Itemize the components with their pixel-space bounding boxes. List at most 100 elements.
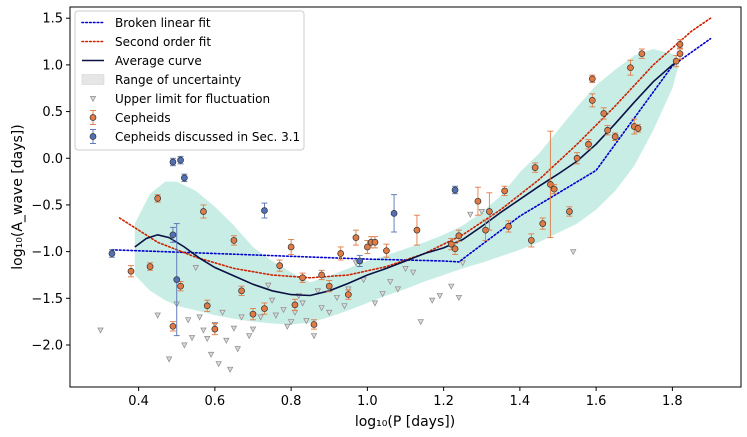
upper-limit-marker [200,327,207,334]
cepheid-sec31-point-marker [390,209,398,217]
cepheid-point [611,132,619,141]
average-curve-line [134,59,681,297]
upper-limit-marker [299,300,306,307]
x-tick-label: 0.6 [205,394,226,409]
x-tick-label: 0.4 [128,394,149,409]
x-axis: 0.4 0.6 0.8 1.0 1.2 1.4 1.6 1.8 [128,387,683,409]
cepheid-point [127,265,135,278]
cepheid-point-marker [318,271,325,279]
cepheid-point [573,152,581,165]
upper-limit-marker [196,314,203,321]
x-tick-label: 0.8 [281,394,302,409]
cepheid-point-marker [588,97,596,104]
upper-limit-marker [226,366,234,373]
cepheid-point [638,48,646,59]
y-tick-label: 1.0 [42,58,63,73]
cepheid-sec31-point [451,185,459,195]
cepheid-point-marker [154,195,162,202]
y-tick-label: −0.5 [31,198,63,213]
cepheid-point [291,298,299,311]
legend-swatch [89,96,97,103]
cepheid-sec31-point [169,226,177,243]
cepheid-point-marker [455,232,463,240]
cepheid-point-marker [604,126,611,134]
cepheid-point [276,259,284,272]
cepheid-point [310,319,318,330]
cepheid-point [588,93,596,108]
cepheid-point [588,74,596,84]
cepheid-point-marker [486,208,493,215]
upper-limit-marker [429,297,436,304]
x-tick-label: 1.0 [357,394,378,409]
upper-limit-marker [238,314,245,321]
cepheid-point [486,192,493,231]
y-tick-label: −1.5 [31,292,63,307]
cepheid-point-marker [447,240,455,248]
y-tick-label: 0.5 [42,105,63,120]
cepheid-point-marker [600,110,608,117]
upper-limit-marker [303,318,310,325]
upper-limit-marker [204,336,211,343]
cepheid-point [337,246,345,261]
cepheid-point-marker [634,125,642,132]
y-tick-label: 0.0 [42,152,63,167]
cepheid-sec31-point-marker [173,276,181,283]
upper-limit-marker [341,303,348,310]
cepheid-point-marker [505,223,512,230]
upper-limit-marker [318,305,325,312]
cepheid-point-marker [344,291,352,298]
legend-label: Range of uncertainty [115,73,241,87]
cepheid-point [200,204,207,219]
upper-limit-marker [246,333,253,340]
cepheid-point [627,59,634,76]
cepheid-point-marker [413,226,421,234]
x-tick-label: 1.2 [433,394,454,409]
y-axis: −2.0 −1.5 −1.0 −0.5 0.0 0.5 1.0 1.5 [31,12,70,353]
y-axis-label: log₁₀(A_wave [days]) [10,124,26,269]
legend-label: Average curve [115,54,202,68]
cepheid-point [501,185,508,197]
cepheid-point [455,229,463,242]
upper-limit-marker [417,319,424,326]
cepheid-point-marker [371,238,379,246]
x-axis-label: log₁₀(P [days]) [355,414,455,430]
upper-limit-marker [448,283,455,290]
cepheid-point [550,183,558,195]
cepheid-point [474,186,482,216]
cepheid-point [203,299,211,312]
cepheid-point [318,269,325,281]
x-tick-label: 1.4 [510,394,531,409]
cepheid-point-marker [177,282,184,290]
upper-limit-marker [249,326,257,333]
legend-swatch [89,133,97,140]
upper-limit-marker [310,333,318,340]
cepheid-point-marker [325,282,333,290]
legend: Broken linear fit Second order fit Average… [74,10,305,151]
cepheid-point-marker [627,64,634,72]
cepheid-point-marker [611,133,619,141]
cepheid-sec31-point-marker [356,257,364,265]
upper-limit-marker [188,335,196,342]
cepheid-point [230,235,238,246]
cepheid-point-marker [550,185,558,193]
upper-limit-marker [478,209,485,216]
cepheid-point [676,47,684,60]
upper-limit-marker [284,323,291,330]
upper-limit-marker [165,356,173,363]
upper-limit-marker [223,337,230,344]
cepheid-point [413,214,421,246]
cepheid-sec31-point [108,249,116,258]
cepheid-point [352,229,360,246]
cepheid-points-layer [108,39,684,337]
cepheid-point [261,302,268,315]
cepheid-point [211,323,219,336]
cepheid-point-marker [352,234,360,241]
cepheid-point-marker [287,243,295,251]
cepheid-point-marker [127,267,135,275]
upper-limit-marker [257,314,264,321]
cepheid-point [287,239,295,255]
cepheid-point-marker [383,247,390,255]
cepheid-point-marker [676,50,684,58]
upper-limit-marker [459,260,466,267]
